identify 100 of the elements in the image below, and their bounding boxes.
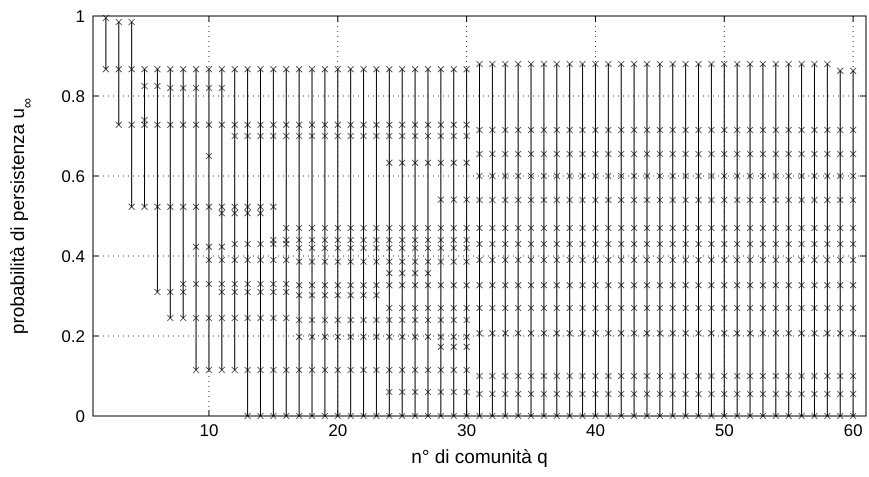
point (682, 240, 690, 248)
point (322, 244, 328, 252)
point (579, 240, 586, 248)
point (811, 224, 818, 232)
point (476, 304, 483, 312)
point (308, 316, 316, 324)
point (720, 60, 728, 68)
point (373, 333, 380, 340)
point (308, 236, 316, 244)
point (734, 150, 741, 158)
point (760, 330, 766, 337)
point (437, 236, 444, 244)
point (334, 132, 342, 140)
point (206, 152, 212, 160)
point (798, 240, 805, 248)
point (322, 66, 328, 73)
point (850, 330, 857, 337)
point (257, 66, 264, 73)
point (708, 224, 715, 232)
point (644, 256, 650, 264)
point (540, 282, 548, 289)
point (257, 210, 264, 217)
point (604, 172, 612, 180)
point (488, 372, 496, 380)
point (412, 132, 418, 140)
point (502, 330, 509, 337)
point (514, 412, 522, 420)
point (708, 126, 715, 134)
point (604, 150, 612, 158)
point (566, 196, 574, 204)
point (540, 196, 548, 204)
point (231, 203, 238, 210)
point (450, 121, 458, 128)
point (656, 330, 664, 337)
point (322, 366, 328, 374)
point (682, 412, 690, 420)
point (592, 304, 599, 312)
point (540, 330, 548, 337)
point (708, 412, 715, 420)
point (450, 244, 458, 252)
point (760, 390, 766, 398)
point (424, 304, 432, 312)
point (514, 304, 522, 312)
point (412, 282, 418, 289)
point (308, 66, 316, 73)
x-tick-label: 30 (457, 421, 476, 440)
point (296, 282, 303, 289)
point (360, 333, 367, 340)
point (669, 172, 676, 180)
point (850, 372, 857, 380)
point (244, 256, 251, 264)
point (360, 236, 367, 244)
point (115, 121, 122, 128)
point (476, 256, 483, 264)
point (734, 372, 741, 380)
point (450, 132, 458, 140)
point (760, 304, 766, 312)
point (746, 196, 754, 204)
point (488, 256, 496, 264)
point (347, 66, 354, 73)
point (360, 258, 367, 265)
point (836, 172, 844, 180)
point (785, 330, 792, 337)
point (553, 390, 560, 398)
y-tick-label: 0 (76, 406, 85, 426)
point (734, 304, 741, 312)
point (824, 304, 831, 312)
point (334, 66, 342, 73)
point (502, 256, 509, 264)
point (282, 224, 290, 232)
point (772, 150, 780, 158)
point (566, 224, 574, 232)
point (566, 330, 574, 337)
point (347, 121, 354, 128)
point (644, 240, 650, 248)
point (296, 66, 303, 73)
point (656, 196, 664, 204)
point (618, 224, 625, 232)
point (682, 224, 690, 232)
point (604, 412, 612, 420)
point (206, 256, 212, 264)
point (308, 121, 316, 128)
point (746, 390, 754, 398)
point (734, 240, 741, 248)
point (528, 390, 534, 398)
point (347, 292, 354, 299)
point (656, 304, 664, 312)
point (502, 172, 509, 180)
point (166, 121, 174, 128)
point (424, 236, 432, 244)
point (502, 372, 509, 380)
x-tick-label: 40 (586, 421, 605, 440)
point (785, 172, 792, 180)
point (270, 288, 277, 296)
point (206, 84, 212, 92)
point (206, 243, 212, 250)
point (682, 256, 690, 264)
point (618, 196, 625, 204)
point (553, 224, 560, 232)
point (669, 60, 676, 68)
